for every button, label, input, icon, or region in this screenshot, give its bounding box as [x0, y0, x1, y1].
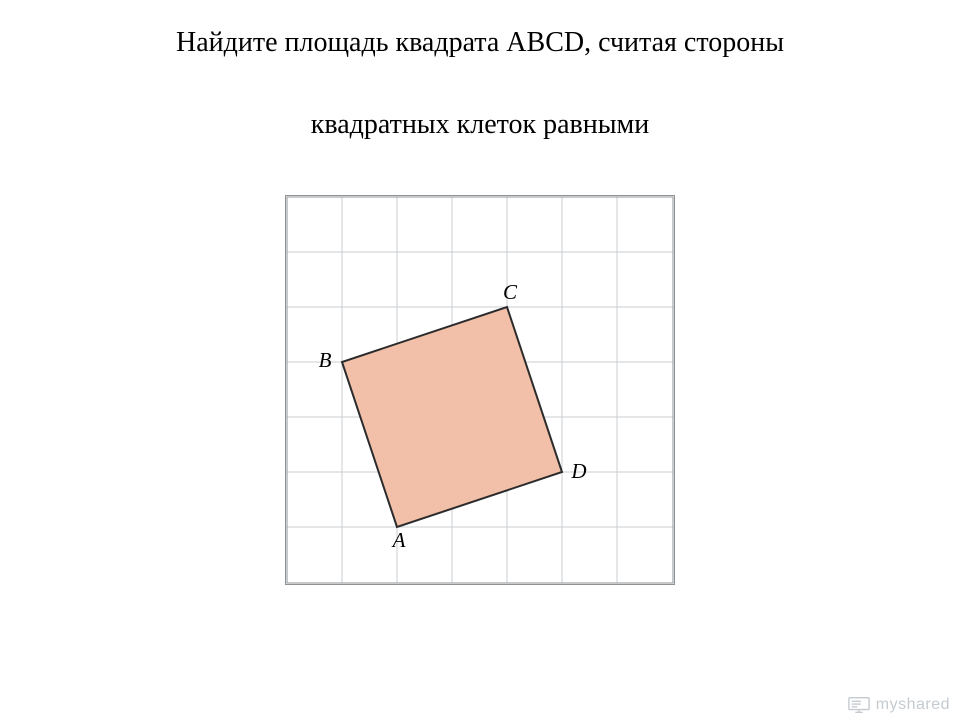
- watermark: myshared: [848, 696, 950, 714]
- label-d: D: [570, 459, 586, 483]
- page: Найдите площадь квадрата ABCD, считая ст…: [0, 0, 960, 720]
- watermark-text: myshared: [876, 696, 950, 714]
- grid-diagram: A B C D: [285, 195, 675, 585]
- label-a: A: [391, 528, 406, 552]
- title-line-2: квадратных клеток равными: [0, 108, 960, 142]
- problem-title: Найдите площадь квадрата ABCD, считая ст…: [0, 26, 960, 141]
- figure: A B C D: [285, 195, 675, 585]
- label-b: B: [319, 348, 332, 372]
- presentation-icon: [848, 696, 870, 714]
- title-line-1: Найдите площадь квадрата ABCD, считая ст…: [0, 26, 960, 60]
- label-c: C: [503, 280, 518, 304]
